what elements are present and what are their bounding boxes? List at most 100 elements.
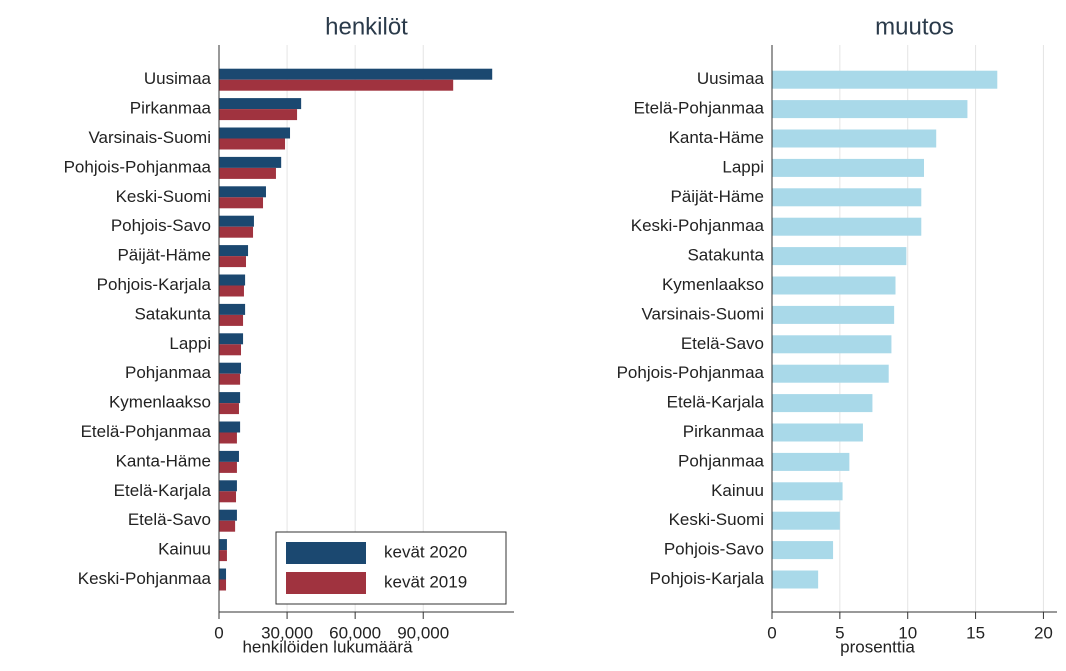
bar <box>772 305 895 324</box>
bar <box>219 167 276 179</box>
bar <box>772 364 889 383</box>
y-tick-label: Lappi <box>722 157 764 176</box>
y-tick-label: Päijät-Häme <box>670 187 764 206</box>
bar <box>219 138 286 150</box>
x-tick-label: 20 <box>1034 623 1053 642</box>
bar <box>219 245 249 257</box>
bar <box>772 188 922 207</box>
bar <box>219 256 247 268</box>
bar <box>219 274 246 286</box>
bar <box>219 373 241 385</box>
y-tick-label: Kainuu <box>158 540 211 559</box>
bar <box>219 226 254 238</box>
x-tick-label: 10 <box>898 623 917 642</box>
bar <box>219 539 227 551</box>
y-tick-label: Pirkanmaa <box>130 99 212 118</box>
bar <box>772 541 834 560</box>
x-tick-label: 5 <box>835 623 844 642</box>
bar <box>219 520 236 532</box>
y-tick-label: Uusimaa <box>697 69 765 88</box>
bar <box>219 491 237 503</box>
chart-title: muutos <box>875 13 954 40</box>
bar <box>219 392 241 404</box>
bar <box>219 79 454 91</box>
bar <box>772 247 907 266</box>
x-tick-label: 0 <box>214 623 223 642</box>
y-tick-label: Kymenlaakso <box>662 275 764 294</box>
y-tick-label: Lappi <box>169 334 211 353</box>
y-tick-label: Keski-Pohjanmaa <box>631 216 765 235</box>
bar <box>219 314 244 326</box>
y-tick-label: Keski-Suomi <box>669 510 764 529</box>
bar <box>219 579 227 591</box>
legend-swatch <box>286 542 366 564</box>
bar <box>219 285 244 297</box>
bar <box>219 480 237 492</box>
y-tick-label: Etelä-Karjala <box>114 481 212 500</box>
bar <box>772 394 873 413</box>
bar <box>772 423 863 442</box>
x-axis-label: henkilöiden lukumäärä <box>242 637 413 656</box>
bar <box>772 70 998 89</box>
bar <box>772 129 937 148</box>
bar <box>219 568 227 580</box>
bar <box>772 158 924 177</box>
bar <box>772 511 840 530</box>
bar <box>219 303 246 315</box>
y-tick-label: Uusimaa <box>144 69 212 88</box>
y-tick-label: Pohjois-Pohjanmaa <box>617 363 765 382</box>
y-tick-label: Satakunta <box>687 246 764 265</box>
x-tick-label: 0 <box>767 623 776 642</box>
y-tick-label: Pohjois-Savo <box>664 540 764 559</box>
bar <box>219 156 282 168</box>
y-tick-label: Etelä-Pohjanmaa <box>81 422 212 441</box>
y-tick-label: Etelä-Karjala <box>667 393 765 412</box>
x-tick-label: 90,000 <box>397 623 449 642</box>
x-tick-label: 15 <box>966 623 985 642</box>
y-tick-label: Varsinais-Suomi <box>88 128 211 147</box>
bar <box>219 197 264 209</box>
bar <box>219 362 242 374</box>
x-tick-label: 30,000 <box>261 623 313 642</box>
y-tick-label: Kainuu <box>711 481 764 500</box>
bar <box>772 335 892 354</box>
bar <box>219 186 266 198</box>
y-tick-label: Keski-Pohjanmaa <box>78 569 212 588</box>
bar <box>219 109 298 121</box>
bar <box>219 509 237 521</box>
legend-swatch <box>286 572 366 594</box>
y-tick-label: Etelä-Savo <box>128 510 211 529</box>
y-tick-label: Kanta-Häme <box>669 128 764 147</box>
bar <box>219 450 239 462</box>
y-tick-label: Pirkanmaa <box>683 422 765 441</box>
bar <box>772 217 922 236</box>
bar <box>219 550 227 562</box>
bar <box>219 432 237 444</box>
y-tick-label: Pohjois-Karjala <box>650 569 765 588</box>
y-tick-label: Varsinais-Suomi <box>641 304 764 323</box>
bar <box>219 403 239 415</box>
y-tick-label: Pohjois-Karjala <box>97 275 212 294</box>
bar <box>772 482 843 501</box>
y-tick-label: Pohjanmaa <box>125 363 212 382</box>
y-tick-label: Pohjois-Savo <box>111 216 211 235</box>
y-tick-label: Pohjois-Pohjanmaa <box>64 157 212 176</box>
x-axis-label: prosenttia <box>840 637 915 656</box>
bar <box>772 276 896 295</box>
y-tick-label: Etelä-Pohjanmaa <box>634 99 765 118</box>
legend-label: kevät 2020 <box>384 542 467 561</box>
y-tick-label: Satakunta <box>134 304 211 323</box>
bar <box>219 421 241 433</box>
chart-title: henkilöt <box>325 13 408 40</box>
bar <box>219 98 302 110</box>
bar <box>219 215 254 227</box>
y-tick-label: Kanta-Häme <box>116 451 211 470</box>
bar <box>219 344 242 356</box>
x-tick-label: 60,000 <box>329 623 381 642</box>
bar <box>219 127 291 139</box>
y-tick-label: Päijät-Häme <box>117 246 211 265</box>
bar <box>772 570 819 589</box>
y-tick-label: Keski-Suomi <box>116 187 211 206</box>
bar <box>219 68 493 80</box>
